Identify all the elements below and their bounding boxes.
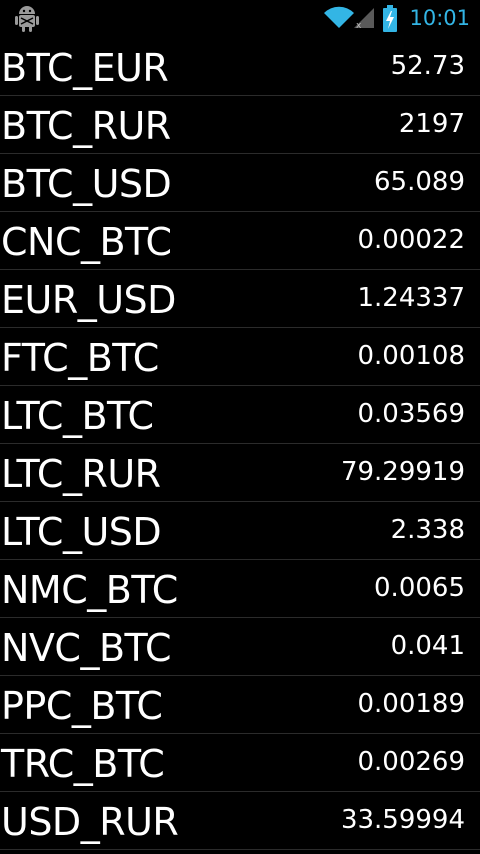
exchange-rate-value: 65.089: [374, 167, 465, 197]
currency-pair-label: BTC_USD: [1, 162, 172, 206]
exchange-rate-value: 0.00269: [357, 747, 465, 777]
exchange-rate-value: 33.59994: [340, 805, 465, 835]
exchange-rate-value: 0.0065: [374, 573, 465, 603]
exchange-rate-value: 1.24337: [357, 283, 465, 313]
exchange-rate-value: 52.73: [390, 51, 465, 81]
list-item[interactable]: LTC_RUR 79.29919: [0, 444, 480, 502]
currency-pair-label: NMC_BTC: [1, 568, 178, 612]
currency-pair-label: USD_RUR: [1, 800, 179, 844]
list-item[interactable]: EUR_USD 1.24337: [0, 270, 480, 328]
exchange-rate-value: 0.00189: [357, 689, 465, 719]
exchange-rate-value: 79.29919: [340, 457, 465, 487]
currency-pair-label: LTC_BTC: [1, 394, 154, 438]
exchange-rate-value: 0.00022: [357, 225, 465, 255]
exchange-rate-value: 0.03569: [357, 399, 465, 429]
currency-pair-label: TRC_BTC: [1, 742, 165, 786]
battery-charging-icon: [383, 5, 397, 32]
list-item[interactable]: BTC_USD 65.089: [0, 154, 480, 212]
wifi-icon: [324, 6, 354, 29]
list-item[interactable]: TRC_BTC 0.00269: [0, 734, 480, 792]
list-item[interactable]: USD_RUR 33.59994: [0, 792, 480, 850]
exchange-rate-value: 0.041: [390, 631, 465, 661]
svg-text:x: x: [356, 21, 362, 30]
currency-pair-label: LTC_RUR: [1, 452, 161, 496]
currency-pair-label: PPC_BTC: [1, 684, 163, 728]
rates-list[interactable]: BTC_EUR 52.73 BTC_RUR 2197 BTC_USD 65.089 CNC_…: [0, 38, 480, 850]
exchange-rate-value: 0.00108: [357, 341, 465, 371]
cell-signal-icon: x: [354, 8, 374, 30]
exchange-rate-value: 2197: [398, 109, 465, 139]
list-item[interactable]: CNC_BTC 0.00022: [0, 212, 480, 270]
currency-pair-label: LTC_USD: [1, 510, 162, 554]
status-clock: 10:01: [409, 6, 470, 30]
debug-android-icon: [15, 6, 39, 32]
currency-pair-label: FTC_BTC: [1, 336, 159, 380]
list-item[interactable]: BTC_EUR 52.73: [0, 38, 480, 96]
list-item[interactable]: LTC_USD 2.338: [0, 502, 480, 560]
currency-pair-label: NVC_BTC: [1, 626, 172, 670]
list-item[interactable]: NVC_BTC 0.041: [0, 618, 480, 676]
list-item[interactable]: BTC_RUR 2197: [0, 96, 480, 154]
list-item[interactable]: NMC_BTC 0.0065: [0, 560, 480, 618]
currency-pair-label: BTC_RUR: [1, 104, 171, 148]
currency-pair-label: EUR_USD: [1, 278, 176, 322]
exchange-rate-value: 2.338: [390, 515, 465, 545]
list-item[interactable]: LTC_BTC 0.03569: [0, 386, 480, 444]
list-item[interactable]: FTC_BTC 0.00108: [0, 328, 480, 386]
currency-pair-label: BTC_EUR: [1, 46, 169, 90]
status-bar: x 10:01: [0, 0, 480, 38]
list-item[interactable]: PPC_BTC 0.00189: [0, 676, 480, 734]
currency-pair-label: CNC_BTC: [1, 220, 172, 264]
